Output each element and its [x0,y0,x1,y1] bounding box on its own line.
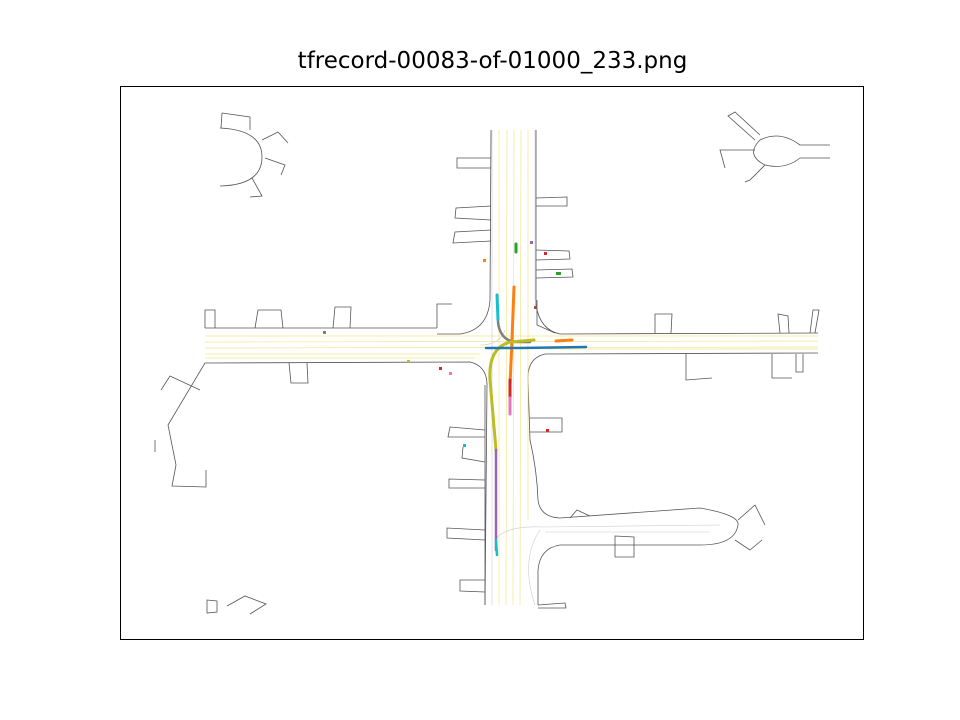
plot-frame [120,86,864,640]
agent-marker [407,360,410,363]
trajectory-cyan [495,293,500,322]
agent-marker [449,372,452,375]
agent-marker [544,252,547,255]
static-agents [323,241,561,447]
figure-title: tfrecord-00083-of-01000_233.png [297,48,688,74]
road-edges [154,111,830,615]
agent-marker [530,241,533,244]
agent-marker [323,331,326,334]
trajectory-orange [508,285,516,387]
agent-marker [546,429,549,432]
lane-secondary [479,130,721,606]
trajectories [484,242,588,557]
trajectory-orange-east [554,338,574,343]
agent-marker [556,272,561,275]
agent-marker [483,259,486,262]
trajectory-olive [488,338,536,452]
agent-marker [439,367,442,370]
trajectory-cyan-south [494,538,499,557]
agent-marker [463,444,466,447]
trajectory-blue [484,345,588,350]
agent-marker [534,306,537,309]
